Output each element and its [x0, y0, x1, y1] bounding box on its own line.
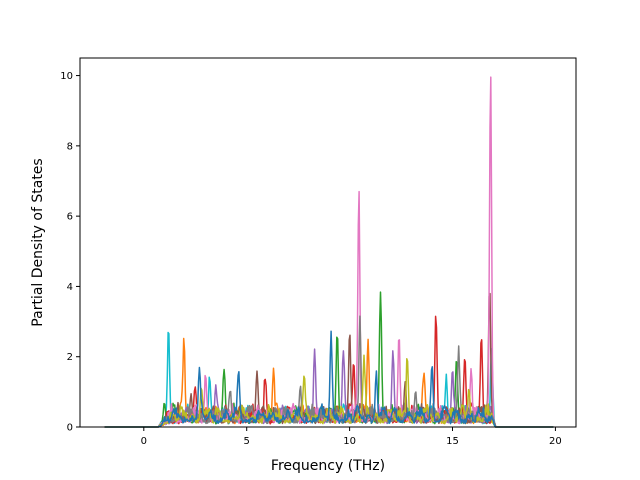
x-tick-label: 10 — [343, 436, 356, 447]
y-tick-label: 4 — [67, 282, 73, 293]
x-tick-label: 20 — [549, 436, 562, 447]
y-axis-ticks: 0 2 4 6 8 10 — [60, 71, 80, 434]
x-axis-label: Frequency (THz) — [271, 458, 385, 474]
series-group — [104, 76, 554, 428]
y-tick-label: 2 — [67, 352, 73, 363]
series-line — [104, 330, 554, 428]
x-tick-label: 5 — [244, 436, 250, 447]
plot-frame — [79, 57, 577, 428]
y-tick-label: 0 — [67, 423, 73, 434]
y-axis-label: Partial Density of States — [30, 158, 46, 326]
y-tick-label: 10 — [60, 71, 73, 82]
x-tick-label: 15 — [446, 436, 459, 447]
y-tick-label: 8 — [67, 141, 73, 152]
y-tick-label: 6 — [67, 212, 73, 223]
x-axis-ticks: 0 5 10 15 20 — [141, 427, 562, 447]
x-tick-label: 0 — [141, 436, 147, 447]
